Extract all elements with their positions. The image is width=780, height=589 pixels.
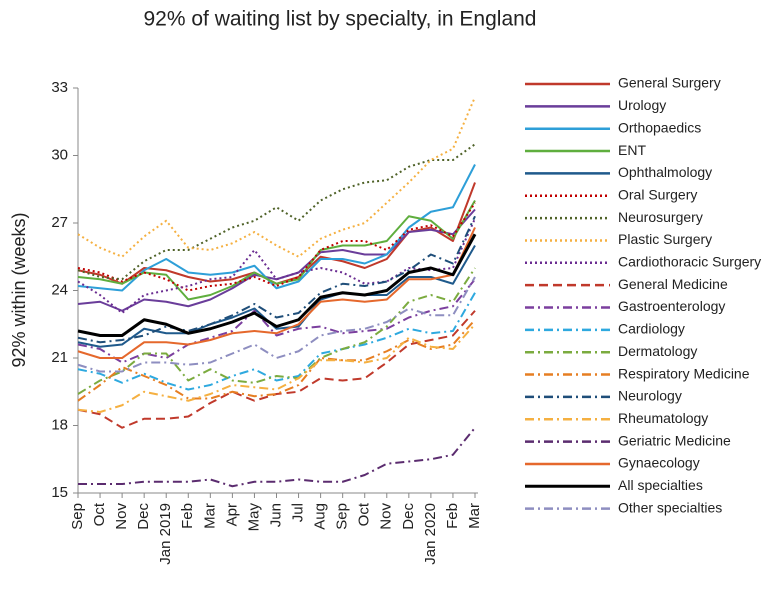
legend-label: Gynaecology bbox=[618, 455, 700, 471]
legend-label: Dermatology bbox=[618, 343, 697, 359]
series-line bbox=[77, 164, 476, 292]
y-tick-label: 33 bbox=[51, 79, 68, 96]
x-tick-label: Nov bbox=[378, 503, 395, 530]
legend-label: Neurology bbox=[618, 388, 682, 404]
legend-label: Respiratory Medicine bbox=[618, 365, 750, 381]
legend-label: Cardiothoracic Surgery bbox=[618, 254, 761, 270]
series-line bbox=[77, 310, 476, 429]
x-tick-label: Jun bbox=[267, 503, 284, 527]
series-line bbox=[77, 245, 476, 348]
x-tick-label: Jan 2020 bbox=[422, 503, 439, 565]
series-line bbox=[77, 96, 476, 258]
series-line bbox=[77, 182, 476, 285]
legend-label: General Surgery bbox=[618, 75, 721, 91]
y-tick-label: 15 bbox=[51, 484, 68, 501]
legend-label: Urology bbox=[618, 97, 666, 113]
legend-label: Ophthalmology bbox=[618, 164, 712, 180]
series-line bbox=[77, 278, 476, 364]
legend-label: Oral Surgery bbox=[618, 186, 697, 202]
x-tick-label: Feb bbox=[444, 503, 461, 529]
legend-label: General Medicine bbox=[618, 276, 728, 292]
y-tick-label: 18 bbox=[51, 416, 68, 433]
legend-label: Other specialties bbox=[618, 499, 722, 515]
series-line bbox=[77, 208, 476, 312]
legend-label: Cardiology bbox=[618, 321, 685, 337]
y-tick-label: 30 bbox=[51, 146, 68, 163]
x-tick-label: Nov bbox=[113, 503, 130, 530]
x-tick-label: Mar bbox=[201, 503, 218, 529]
series-line bbox=[77, 202, 476, 292]
x-tick-label: Mar bbox=[466, 503, 483, 529]
x-tick-label: Oct bbox=[91, 502, 108, 526]
x-tick-label: Sep bbox=[334, 503, 351, 530]
legend-label: All specialties bbox=[618, 477, 703, 493]
series-line bbox=[77, 292, 476, 391]
x-tick-label: Feb bbox=[179, 503, 196, 529]
series-line bbox=[77, 267, 476, 395]
x-tick-label: Dec bbox=[135, 503, 152, 530]
x-tick-label: Aug bbox=[312, 503, 329, 530]
legend-label: Plastic Surgery bbox=[618, 231, 712, 247]
series-line bbox=[77, 323, 476, 413]
series-line bbox=[77, 319, 476, 402]
x-tick-label: Dec bbox=[400, 503, 417, 530]
x-tick-label: May bbox=[245, 503, 262, 532]
x-tick-label: Oct bbox=[356, 502, 373, 526]
legend-label: ENT bbox=[618, 142, 646, 158]
x-tick-label: Sep bbox=[69, 503, 86, 530]
legend-label: Geriatric Medicine bbox=[618, 432, 731, 448]
y-tick-label: 24 bbox=[51, 281, 68, 298]
series-line bbox=[77, 215, 476, 344]
x-tick-label: Jan 2019 bbox=[157, 503, 174, 565]
legend-label: Orthopaedics bbox=[618, 119, 701, 135]
x-tick-label: Apr bbox=[223, 503, 240, 526]
series-line bbox=[77, 227, 476, 359]
chart-title: 92% of waiting list by specialty, in Eng… bbox=[144, 8, 537, 31]
legend-label: Gastroenterology bbox=[618, 298, 725, 314]
y-axis-label: 92% within (weeks) bbox=[9, 212, 29, 367]
y-tick-label: 27 bbox=[51, 214, 68, 231]
legend-label: Neurosurgery bbox=[618, 209, 703, 225]
x-tick-label: Jul bbox=[290, 503, 307, 522]
series-line bbox=[77, 200, 476, 301]
legend-label: Rheumatology bbox=[618, 410, 708, 426]
series-line bbox=[77, 233, 477, 337]
y-tick-label: 21 bbox=[51, 349, 68, 366]
series-line bbox=[78, 427, 476, 488]
series-line bbox=[77, 143, 476, 281]
series-line bbox=[77, 218, 476, 314]
